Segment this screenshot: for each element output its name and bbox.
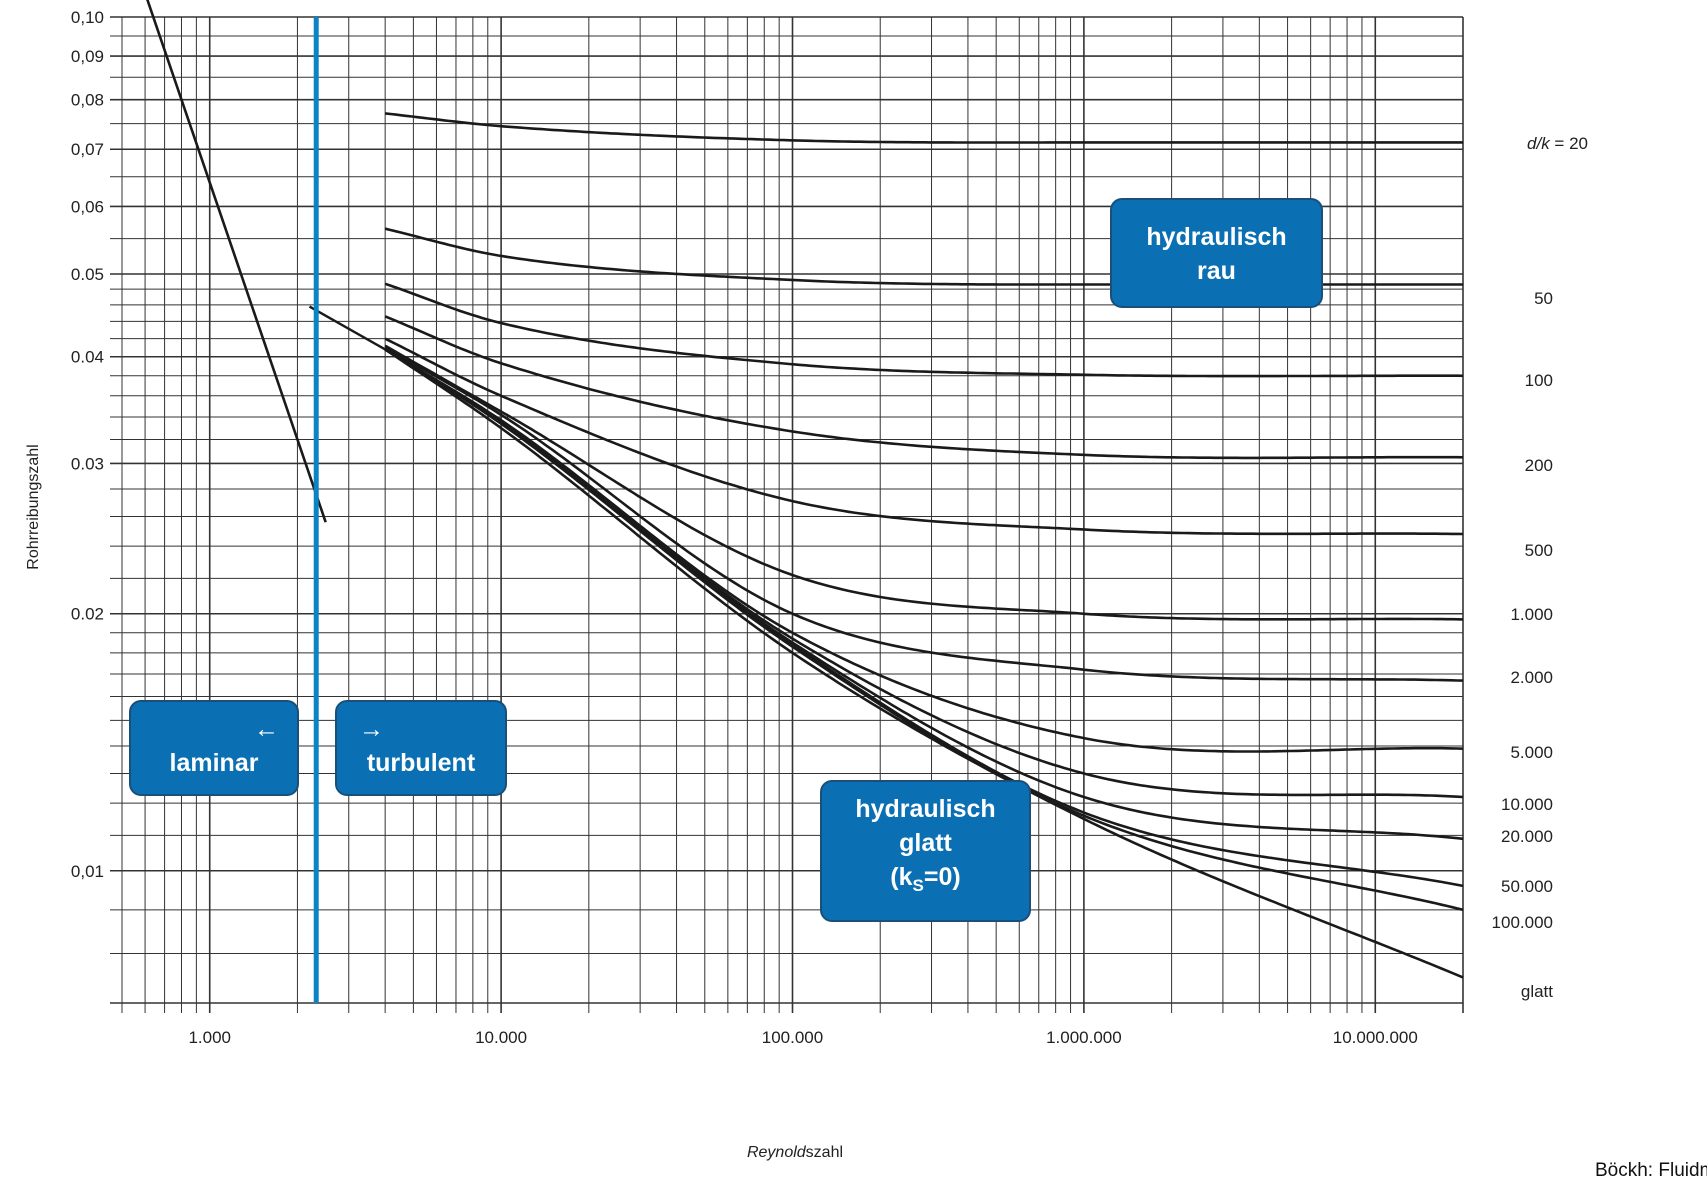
curve-6 — [384, 346, 1464, 682]
turbulent-label: turbulent — [366, 749, 476, 777]
curve-label-value: = 20 — [1550, 134, 1588, 153]
y-tick-label: 0,08 — [71, 91, 104, 110]
curve-12 — [384, 348, 1464, 979]
curve-label: 500 — [1525, 541, 1553, 560]
x-tick-labels: 1.000 10.000 100.000 1.000.000 10.000.000 — [188, 1028, 1417, 1047]
curve-label-italic: d/k — [1527, 134, 1551, 153]
curves — [146, 0, 1464, 979]
curve-9 — [384, 348, 1464, 841]
grid-lines — [110, 16, 1464, 1013]
y-axis-title: Rohrreibungszahl — [25, 444, 42, 569]
hydraulisch-rau-box: hydraulisch rau — [1110, 198, 1323, 308]
y-tick-label: 0,09 — [71, 47, 104, 66]
curve-5 — [384, 344, 1464, 621]
x-tick-label: 100.000 — [762, 1028, 823, 1047]
glatt-line2: glatt — [899, 829, 952, 857]
laminar-label: laminar — [169, 749, 259, 777]
y-tick-label: 0,01 — [71, 862, 104, 881]
laminar-arrow: ← — [254, 715, 279, 743]
curve-0 — [385, 112, 1463, 144]
x-tick-label: 1.000 — [188, 1028, 231, 1047]
rau-line2: rau — [1197, 257, 1236, 285]
hydraulisch-glatt-box: hydraulisch glatt (kS=0) — [820, 780, 1031, 922]
curve-label: 100 — [1525, 371, 1553, 390]
rau-line1: hydraulisch — [1146, 223, 1287, 251]
curve-label: 2.000 — [1510, 668, 1553, 687]
glatt-line1: hydraulisch — [855, 795, 996, 823]
x-axis-title: Reynoldszahl — [747, 1144, 843, 1161]
curve-label: 10.000 — [1501, 795, 1553, 814]
source-credit: Böckh: Fluidmechanik — [1595, 1160, 1707, 1181]
curve-label: 50 — [1534, 289, 1553, 308]
laminar-line — [146, 0, 327, 523]
y-tick-labels: 0,10 0,09 0,08 0,07 0,06 0.05 0.04 0.03 0.02 0,01 — [71, 8, 104, 881]
x-axis-title-rest: szahl — [806, 1144, 843, 1161]
curve-label: 200 — [1525, 456, 1553, 475]
y-tick-label: 0,07 — [71, 140, 104, 159]
glatt-line3-post: =0) — [923, 863, 961, 891]
x-tick-label: 1.000.000 — [1046, 1028, 1122, 1047]
y-tick-label: 0.05 — [71, 265, 104, 284]
laminar-box: ← laminar — [129, 700, 299, 796]
curve-label: 1.000 — [1510, 605, 1553, 624]
curve-7 — [384, 348, 1464, 753]
curve-3 — [384, 315, 1464, 460]
glatt-line3-sub: S — [912, 876, 924, 895]
curve-label: 100.000 — [1492, 913, 1553, 932]
turbulent-box: → turbulent — [335, 700, 507, 796]
y-tick-label: 0,10 — [71, 8, 104, 27]
y-tick-label: 0.02 — [71, 605, 104, 624]
curve-4 — [384, 337, 1464, 536]
curve-2 — [384, 282, 1464, 378]
curve-11 — [384, 348, 1464, 912]
glatt-line3-pre: (k — [890, 863, 913, 891]
curve-label: 50.000 — [1501, 877, 1553, 896]
y-tick-label: 0.03 — [71, 454, 104, 473]
glatt-line3: (kS=0) — [822, 860, 1029, 903]
transition-curve — [308, 305, 386, 351]
curve-label: d/k = 20 — [1527, 134, 1588, 153]
curve-label: 20.000 — [1501, 827, 1553, 846]
curve-label: 5.000 — [1510, 743, 1553, 762]
curve-label: glatt — [1521, 982, 1553, 1001]
y-tick-label: 0.04 — [71, 348, 104, 367]
curve-labels: d/k = 20 50 100 200 500 1.000 2.000 5.000 10.000… — [1492, 134, 1588, 1001]
y-tick-label: 0,06 — [71, 197, 104, 216]
x-tick-label: 10.000.000 — [1333, 1028, 1418, 1047]
x-tick-label: 10.000 — [475, 1028, 527, 1047]
x-axis-title-italic: Reynold — [747, 1144, 807, 1161]
turbulent-arrow: → — [359, 715, 384, 743]
